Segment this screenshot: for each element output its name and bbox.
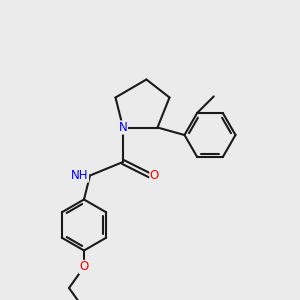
Text: O: O	[80, 260, 88, 274]
Text: N: N	[118, 121, 127, 134]
Text: O: O	[150, 169, 159, 182]
Text: NH: NH	[71, 169, 88, 182]
